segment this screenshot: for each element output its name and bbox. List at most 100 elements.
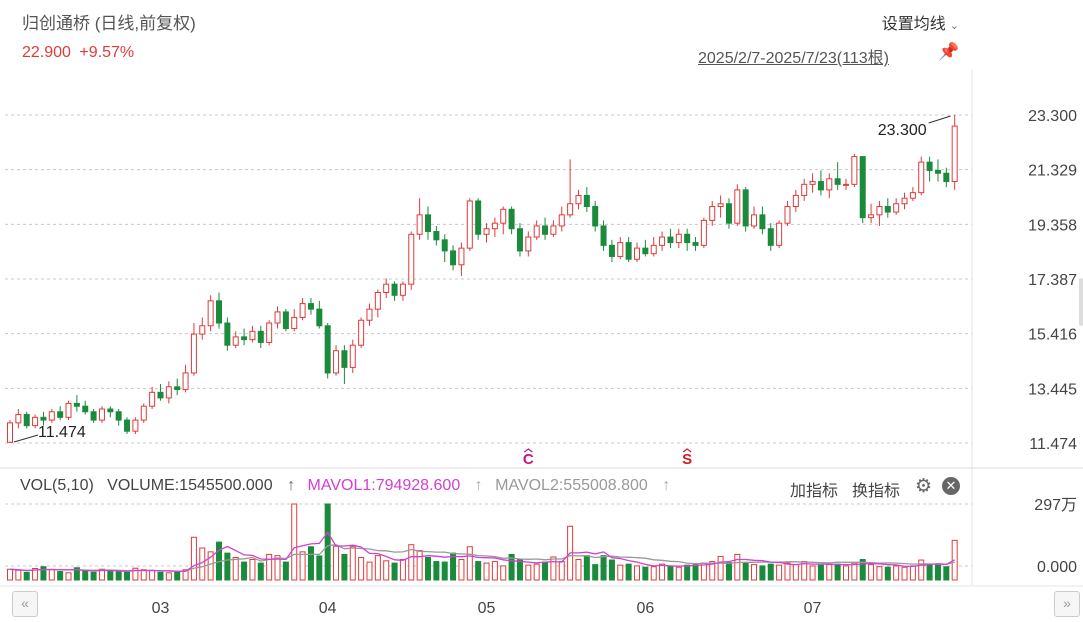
volume-bar	[525, 564, 532, 581]
candle-body	[241, 336, 248, 341]
volume-bar	[784, 562, 791, 581]
scroll-right-button[interactable]: »	[1054, 591, 1080, 617]
event-marker-caret	[682, 448, 692, 453]
low-pointer	[13, 434, 39, 443]
chevron-down-icon: ⌄	[949, 20, 959, 32]
candle-body	[843, 183, 849, 186]
change-percent: +9.57%	[79, 44, 135, 61]
y-tick-label: 19.358	[1028, 217, 1077, 234]
candle-body	[383, 283, 390, 294]
candle-body	[307, 303, 314, 310]
volume-bar	[516, 559, 523, 581]
volume-bar	[107, 571, 114, 581]
volume-bar	[383, 560, 390, 581]
volume-bar	[140, 569, 147, 581]
volume-bar	[592, 564, 599, 581]
volume-bar	[40, 566, 47, 581]
candle-body	[149, 391, 156, 407]
candle-body	[98, 408, 105, 421]
candle-body	[751, 214, 758, 227]
x-tick-label: 05	[478, 600, 496, 617]
candle-body	[140, 405, 147, 421]
volume-bar	[583, 555, 590, 581]
candle-body	[667, 236, 674, 244]
volume-bar	[232, 556, 239, 581]
candle-body	[834, 178, 841, 185]
up-arrow-icon: ↑	[287, 477, 296, 494]
candle-body	[23, 414, 30, 427]
candle-body	[15, 414, 22, 424]
volume-bar	[834, 563, 841, 581]
candle-body	[48, 411, 55, 421]
candle-body	[742, 189, 749, 227]
volume-bar	[508, 553, 515, 581]
volume-bar	[274, 555, 281, 581]
volume-bar	[684, 564, 691, 581]
candle-body	[491, 222, 498, 230]
candle-body	[734, 189, 741, 224]
volume-bar	[291, 503, 298, 581]
candle-body	[366, 308, 373, 321]
add-indicator-button[interactable]: 加指标	[790, 483, 839, 500]
candle-body	[533, 225, 540, 238]
volume-bar	[316, 555, 323, 581]
volume-bar	[433, 561, 440, 581]
y-tick-label: 15.416	[1028, 327, 1077, 344]
candle-body	[909, 192, 916, 199]
candle-body	[926, 161, 933, 171]
volume-bar	[475, 561, 482, 581]
scroll-left-button[interactable]: «	[12, 591, 38, 617]
candle-body	[617, 242, 624, 257]
mavol1-value: MAVOL1:794928.600	[307, 477, 461, 494]
vol-label: VOL(5,10)	[20, 477, 94, 494]
mavol2-value: MAVOL2:555008.800	[495, 477, 648, 494]
ma-settings-button[interactable]: 设置均线 ⌄	[882, 10, 959, 34]
candle-body	[717, 203, 724, 208]
volume-bar	[575, 559, 582, 581]
switch-indicator-button[interactable]: 换指标	[852, 483, 901, 500]
volume-bar	[876, 566, 883, 581]
volume-bar	[759, 565, 766, 581]
volume-bar	[15, 569, 22, 581]
close-icon[interactable]: ✕	[942, 477, 960, 495]
scroll-handle[interactable]	[1079, 278, 1083, 326]
candle-body	[416, 214, 423, 235]
candle-body	[483, 228, 490, 235]
volume-bar	[734, 553, 741, 581]
candle-body	[826, 178, 833, 191]
candle-body	[475, 200, 482, 235]
volume-bar	[659, 563, 666, 581]
candle-body	[943, 172, 950, 183]
date-range-link[interactable]: 2025/2/7-2025/7/23(113根)	[698, 50, 889, 67]
candle-body	[57, 411, 64, 418]
volume-bar	[333, 545, 340, 581]
volume-bar	[132, 567, 139, 581]
volume-bar	[884, 566, 891, 581]
volume-bar	[542, 561, 549, 581]
high-pointer	[928, 115, 951, 124]
candles-group	[7, 115, 958, 443]
x-tick-label: 06	[636, 600, 654, 617]
event-marker: C	[523, 451, 534, 468]
candle-body	[792, 194, 799, 208]
gear-icon[interactable]: ⚙	[915, 476, 933, 497]
volume-bar	[634, 565, 640, 581]
volume-bar	[934, 563, 941, 581]
volume-bar	[483, 562, 490, 581]
pin-icon[interactable]: 📌	[938, 42, 960, 61]
volume-bar	[500, 565, 507, 581]
candle-body	[592, 206, 599, 227]
volume-bar	[868, 564, 875, 581]
volume-bar	[224, 552, 231, 581]
candle-body	[893, 203, 900, 213]
candle-body	[918, 161, 925, 194]
volume-bar	[391, 562, 398, 581]
candle-body	[82, 405, 89, 413]
volume-bar	[742, 562, 749, 581]
candle-body	[951, 125, 958, 183]
y-tick-label: 21.329	[1028, 163, 1077, 180]
volume-bar	[124, 571, 131, 581]
event-marker: S	[682, 451, 692, 468]
volume-bar	[349, 546, 356, 581]
